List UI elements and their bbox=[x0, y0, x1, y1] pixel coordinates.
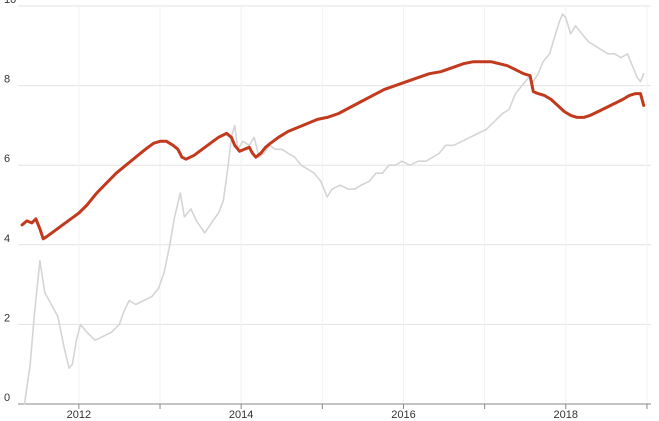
y-tick-label: 10 bbox=[4, 0, 16, 6]
x-tick-label: 2016 bbox=[391, 409, 415, 421]
y-ticks: 0 2 4 6 8 10 bbox=[4, 0, 16, 404]
series bbox=[20, 13, 646, 405]
x-tick-label: 2018 bbox=[554, 409, 578, 421]
x-tick-label: 2014 bbox=[229, 409, 253, 421]
gridlines bbox=[18, 5, 651, 404]
y-tick-label: 0 bbox=[4, 392, 10, 404]
y-tick-label: 4 bbox=[4, 233, 10, 245]
x-tick-label: 2012 bbox=[67, 409, 91, 421]
series-line bbox=[23, 13, 645, 405]
y-tick-label: 6 bbox=[4, 153, 10, 165]
y-tick-label: 8 bbox=[4, 74, 10, 86]
y-tick-label: 2 bbox=[4, 312, 10, 324]
series-line bbox=[20, 60, 646, 241]
x-ticks: 2012 2014 2016 2018 bbox=[67, 404, 648, 421]
